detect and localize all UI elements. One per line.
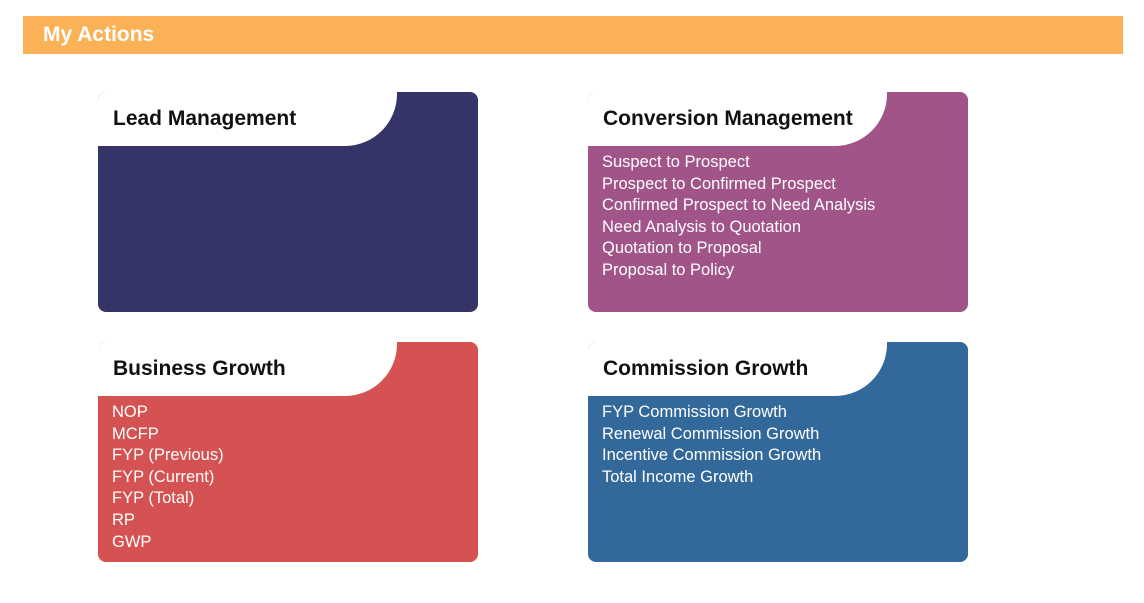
list-item[interactable]: Renewal Commission Growth	[602, 424, 820, 443]
list-item[interactable]: GWP	[112, 532, 152, 551]
list-item[interactable]: Suspect to Prospect	[602, 153, 750, 171]
lead-management-title: Lead Management	[113, 107, 297, 130]
list-item[interactable]: Need Analysis to Quotation	[602, 217, 802, 236]
card-title-tab: Lead Management	[98, 92, 397, 146]
list-item[interactable]: Proposal to Policy	[602, 260, 735, 279]
conversion-management-list: Suspect to Prospect Prospect to Confirme…	[602, 152, 875, 282]
list-item[interactable]: Total Income Growth	[602, 467, 754, 486]
conversion-management-title: Conversion Management	[603, 107, 853, 130]
list-item[interactable]: FYP (Total)	[112, 489, 195, 508]
business-growth-card[interactable]: Business Growth NOP MCFP FYP (Previous) …	[98, 342, 478, 562]
card-title-tab: Conversion Management	[588, 92, 887, 146]
commission-growth-card[interactable]: Commission Growth FYP Commission Growth …	[588, 342, 968, 562]
commission-growth-list: FYP Commission Growth Renewal Commission…	[602, 402, 821, 488]
list-item[interactable]: MCFP	[112, 424, 159, 443]
list-item[interactable]: RP	[112, 510, 135, 529]
list-item[interactable]: Quotation to Proposal	[602, 239, 762, 258]
list-item[interactable]: Confirmed Prospect to Need Analysis	[602, 196, 876, 215]
card-title-tab: Commission Growth	[588, 342, 887, 396]
my-actions-header: My Actions	[23, 16, 1123, 54]
commission-growth-title: Commission Growth	[603, 357, 809, 380]
business-growth-list: NOP MCFP FYP (Previous) FYP (Current) FY…	[112, 402, 224, 553]
card-title-tab: Business Growth	[98, 342, 397, 396]
list-item[interactable]: FYP Commission Growth	[602, 403, 787, 421]
list-item[interactable]: FYP (Current)	[112, 467, 215, 486]
page-title: My Actions	[43, 23, 155, 46]
list-item[interactable]: Incentive Commission Growth	[602, 446, 822, 465]
conversion-management-card[interactable]: Conversion Management Suspect to Prospec…	[588, 92, 968, 312]
business-growth-title: Business Growth	[113, 357, 286, 380]
list-item[interactable]: NOP	[112, 403, 148, 421]
list-item[interactable]: Prospect to Confirmed Prospect	[602, 174, 836, 193]
list-item[interactable]: FYP (Previous)	[112, 446, 224, 465]
lead-management-card[interactable]: Lead Management	[98, 92, 478, 312]
